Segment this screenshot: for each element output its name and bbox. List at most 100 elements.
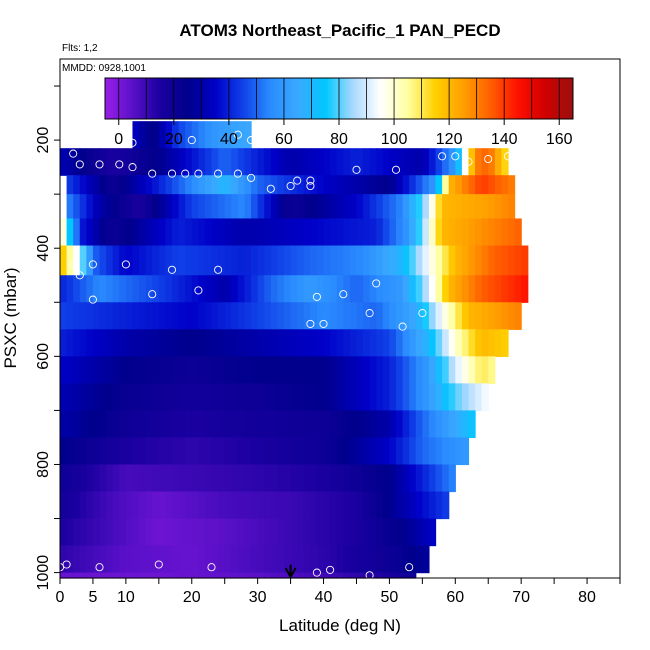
- heatmap-cell: [501, 329, 509, 357]
- heatmap-cell: [211, 194, 219, 220]
- heatmap-cell: [79, 302, 87, 330]
- heatmap-cell: [185, 545, 193, 574]
- heatmap-cell: [468, 356, 476, 384]
- heatmap-cell: [185, 275, 193, 303]
- heatmap-cell: [468, 194, 476, 220]
- heatmap-cell: [396, 572, 404, 579]
- heatmap-cell: [66, 356, 74, 384]
- y-tick-label: 1000: [35, 555, 52, 591]
- heatmap-cell: [99, 545, 107, 574]
- heatmap-cell: [455, 302, 463, 330]
- heatmap-cell: [336, 218, 344, 247]
- heatmap-cell: [257, 275, 265, 303]
- heatmap-cell: [376, 302, 384, 330]
- heatmap-cell: [508, 302, 516, 330]
- heatmap-cell: [172, 194, 180, 220]
- heatmap-cell: [191, 356, 199, 384]
- heatmap-cell: [297, 464, 305, 493]
- heatmap-cell: [468, 329, 476, 357]
- heatmap-cell: [139, 218, 147, 247]
- heatmap-cell: [310, 545, 318, 574]
- heatmap-cell: [376, 464, 384, 493]
- heatmap-cell: [415, 245, 423, 276]
- heatmap-cell: [284, 491, 292, 520]
- heatmap-cell: [224, 148, 232, 176]
- heatmap-cell: [92, 545, 101, 574]
- heatmap-cell: [66, 148, 74, 176]
- heatmap-cell: [369, 356, 377, 384]
- heatmap-cell: [356, 194, 364, 220]
- heatmap-cell: [119, 329, 127, 357]
- heatmap-cell: [356, 464, 364, 493]
- heatmap-cell: [145, 545, 153, 574]
- heatmap-cell: [158, 518, 167, 547]
- heatmap-cell: [284, 383, 292, 412]
- colorbar-swatch: [316, 78, 321, 119]
- heatmap-cell: [152, 302, 160, 330]
- heatmap-cell: [185, 245, 193, 276]
- heatmap-cell: [316, 218, 325, 247]
- colorbar-swatch: [559, 78, 563, 119]
- heatmap-cell: [290, 410, 298, 439]
- heatmap-cell: [172, 545, 180, 574]
- heatmap-cell: [79, 175, 87, 195]
- heatmap-cell: [422, 175, 430, 195]
- heatmap-cell: [251, 245, 259, 276]
- heatmap-cell: [468, 275, 476, 303]
- heatmap-cell: [257, 302, 265, 330]
- heatmap-cell: [132, 302, 140, 330]
- observation-point: [115, 160, 124, 169]
- heatmap-cell: [303, 356, 311, 384]
- heatmap-cell: [191, 148, 199, 176]
- colorbar-swatch: [449, 78, 453, 119]
- heatmap-cell: [448, 302, 456, 330]
- heatmap-cell: [185, 383, 193, 412]
- heatmap-cell: [435, 148, 443, 176]
- heatmap-cell: [165, 410, 173, 439]
- heatmap-cell: [125, 175, 134, 195]
- heatmap-cell: [415, 302, 423, 330]
- colorbar-swatch: [476, 78, 480, 119]
- heatmap-cell: [488, 218, 496, 247]
- heatmap-cell: [455, 275, 463, 303]
- heatmap-cell: [73, 545, 81, 574]
- observation-point: [233, 130, 242, 139]
- heatmap-cell: [316, 410, 325, 439]
- heatmap-cell: [389, 148, 397, 176]
- colorbar-swatch: [570, 78, 574, 119]
- heatmap-cell: [264, 437, 272, 466]
- heatmap-cell: [66, 383, 74, 412]
- heatmap-cell: [231, 121, 239, 149]
- heatmap-cell: [132, 383, 140, 412]
- observation-point: [75, 271, 84, 280]
- heatmap-cell: [204, 194, 213, 220]
- heatmap-cell: [435, 464, 443, 493]
- heatmap-cell: [409, 356, 417, 384]
- heatmap-cell: [73, 329, 81, 357]
- colorbar-swatch: [149, 78, 153, 119]
- heatmap-cell: [204, 383, 213, 412]
- heatmap-cell: [106, 275, 114, 303]
- heatmap-cell: [244, 218, 252, 247]
- heatmap-cell: [343, 491, 351, 520]
- heatmap-cell: [158, 383, 167, 412]
- heatmap-cell: [178, 302, 186, 330]
- heatmap-cell: [448, 245, 456, 276]
- heatmap-cell: [112, 356, 120, 384]
- heatmap-cell: [356, 275, 364, 303]
- heatmap-cell: [422, 218, 430, 247]
- heatmap-cell: [455, 437, 463, 466]
- colorbar-swatch: [308, 78, 312, 119]
- observation-point: [405, 563, 414, 572]
- heatmap-cell: [363, 175, 371, 195]
- heatmap-cell: [204, 356, 213, 384]
- heatmap-cell: [369, 245, 377, 276]
- heatmap-cell: [363, 218, 371, 247]
- colorbar-swatch: [429, 78, 434, 119]
- colorbar-swatch: [372, 78, 376, 119]
- heatmap-cell: [158, 329, 167, 357]
- colorbar-swatch: [330, 78, 334, 119]
- heatmap-cell: [330, 245, 338, 276]
- heatmap-cell: [165, 545, 173, 574]
- heatmap-cell: [185, 302, 193, 330]
